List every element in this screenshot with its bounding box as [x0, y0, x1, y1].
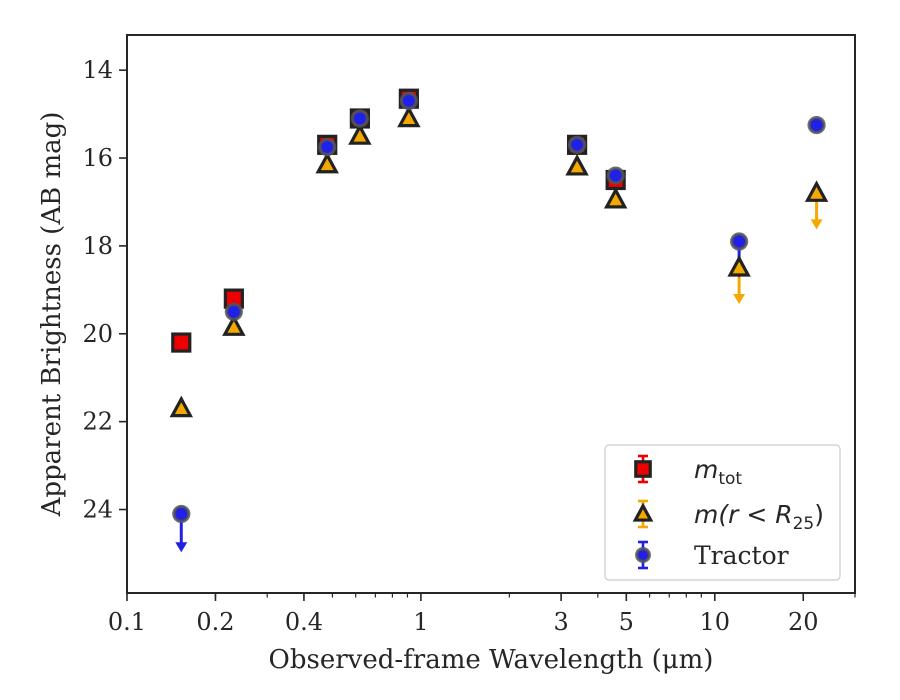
legend: mtot m(r < R25) Tractor [604, 444, 841, 581]
markers-tractor [172, 91, 826, 524]
data-point-mr25 [222, 314, 246, 336]
legend-label: Tractor [694, 541, 789, 570]
data-point-mr25 [315, 151, 339, 174]
x-tick-label: 10 [700, 608, 731, 636]
data-point-mr25 [565, 153, 589, 176]
data-point-tractor [730, 232, 749, 251]
data-point-tractor [399, 91, 418, 111]
data-point-tractor [172, 504, 191, 524]
legend-label: mtot [694, 455, 742, 489]
x-tick-label: 1 [413, 608, 428, 636]
data-marks [169, 88, 829, 553]
data-point-tractor [318, 137, 337, 157]
y-tick-label: 22 [82, 408, 113, 436]
legend-marker-mr25 [632, 502, 654, 522]
data-point-mtot [171, 332, 192, 353]
data-point-mr25 [348, 123, 372, 145]
y-axis-label: Apparent Brightness (AB mag) [37, 112, 67, 518]
upper-limit-arrow-head [733, 294, 746, 305]
x-tick-label: 5 [619, 608, 634, 636]
upper-limit-arrow-head [175, 542, 188, 553]
x-tick-label: 0.1 [108, 608, 146, 636]
data-point-mr25 [397, 105, 421, 128]
x-tick-label: 0.2 [196, 608, 234, 636]
legend-label: m(r < R25) [694, 500, 824, 534]
data-point-tractor [807, 115, 826, 135]
markers-mr25 [169, 105, 829, 418]
data-point-tractor [567, 135, 587, 154]
legend-box [604, 444, 841, 581]
y-tick-label: 20 [82, 320, 113, 348]
legend-marker-tractor [635, 547, 651, 563]
upper-limit-arrow-head [810, 219, 823, 230]
data-point-mr25 [169, 395, 193, 418]
legend-marker-mtot [634, 460, 652, 478]
x-axis: 0.1 0.2 0.4 1 3 5 10 20 [108, 593, 856, 636]
y-axis: 14 16 18 20 22 24 [82, 56, 127, 524]
data-point-mr25 [804, 180, 829, 202]
x-tick-label: 3 [553, 608, 568, 636]
data-point-tractor [350, 109, 369, 128]
data-point-tractor [606, 166, 625, 185]
data-point-mr25 [603, 186, 628, 209]
y-tick-label: 14 [82, 56, 113, 84]
x-tick-label: 20 [788, 608, 819, 636]
x-tick-label: 0.4 [285, 608, 323, 636]
y-tick-label: 24 [82, 496, 113, 524]
data-point-tractor [224, 302, 243, 321]
x-axis-label: Observed-frame Wavelength (μm) [269, 645, 714, 675]
y-tick-label: 18 [82, 232, 113, 260]
data-point-mr25 [727, 255, 751, 277]
y-tick-label: 16 [82, 144, 113, 172]
